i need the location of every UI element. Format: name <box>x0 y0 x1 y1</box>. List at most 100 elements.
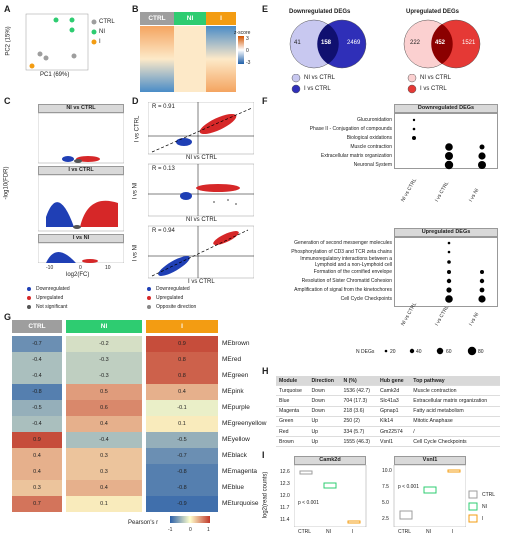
table-header: Direction <box>308 376 341 387</box>
pearson-title: Pearson's r <box>128 520 159 526</box>
module-cell: -0.8 <box>12 384 62 400</box>
pca-ylabel: PC2 (15%) <box>5 26 12 56</box>
module-cell: -0.9 <box>146 496 218 512</box>
enrichment-term: Muscle contraction <box>350 144 392 150</box>
module-cell: -0.4 <box>12 352 62 368</box>
heatmap-grid <box>140 26 236 92</box>
table-cell: Up <box>308 416 341 427</box>
table-cell: 218 (3.6) <box>340 406 377 417</box>
panel-label-g: G <box>4 312 12 322</box>
volcano-legend-dots <box>27 287 31 309</box>
table-cell: Mitotic Anaphase <box>410 416 500 427</box>
module-names: MEbrown MEred MEgreen MEpink MEpurple MEgreen… <box>222 336 272 512</box>
size-legend-title: N DEGs <box>356 349 375 355</box>
venn-up-overlap: 452 <box>435 40 446 46</box>
panel-label-f: F <box>262 96 268 106</box>
module-cell: 0.9 <box>12 432 62 448</box>
pca-point-ni <box>69 27 75 33</box>
table-cell: Blue <box>276 395 309 407</box>
volcano-strip: NI vs CTRL <box>38 104 124 113</box>
correlation-ylabel: I vs CTRL <box>134 115 141 143</box>
table-cell: Down <box>308 406 341 417</box>
enrichment-col-label: I vs CTRL <box>434 304 451 327</box>
boxplot-ytick: 5.0 <box>382 500 389 506</box>
table-cell: 250 (2) <box>340 416 377 427</box>
volcano-xtick: 10 <box>105 265 111 271</box>
table-cell: Down <box>308 385 341 397</box>
correlation-legend-down: Downregulated <box>156 286 190 292</box>
module-name: MEpurple <box>222 404 250 411</box>
pca-point-i <box>29 63 35 69</box>
table-cell: Extracellular matrix organization <box>410 395 500 407</box>
module-cell: 0.4 <box>12 448 62 464</box>
module-cell: 0.9 <box>146 336 218 352</box>
volcano-ylabel: -log10(FDR) <box>3 166 10 200</box>
module-cell: 0.4 <box>66 416 142 432</box>
module-cell: 0.5 <box>66 384 142 400</box>
pca-point-ni <box>53 17 59 23</box>
venn-up-title: Upregulated DEGs <box>406 9 460 15</box>
boxplot-p: p < 0.001 <box>398 484 419 490</box>
volcano-plots <box>38 113 124 263</box>
pca-legend-ctrl: CTRL <box>99 19 115 25</box>
enrichment-term: Immunoregulatory interactions between a <box>300 256 392 262</box>
enrichment-term: Neuronal System <box>353 162 392 168</box>
boxplot-ytick: 11.4 <box>280 517 290 523</box>
venn-down-overlap: 158 <box>321 40 332 46</box>
table-cell: 1536 (42.7) <box>340 385 377 397</box>
correlation-legend-opposite: Opposite direction <box>156 304 197 310</box>
enrichment-term: Phosphorylation of CD3 and TCR zeta chai… <box>291 249 392 255</box>
volcano-legend-down: Downregulated <box>36 286 70 292</box>
volcano-strip: I vs CTRL <box>38 166 124 175</box>
correlation-ylabel: I vs NI <box>132 182 139 200</box>
module-cell: 0.3 <box>66 464 142 480</box>
module-cell: -0.7 <box>146 448 218 464</box>
table-row: Red Up 334 (5.7) Gm22574/ <box>276 426 500 438</box>
enrichment-term: Phase II - Conjugation of compounds <box>309 126 392 132</box>
correlation-r: R = 0.13 <box>152 166 175 172</box>
table-header: Hub gene <box>377 376 411 387</box>
module-cell: 0.8 <box>146 352 218 368</box>
boxplot-xtick: CTRL <box>298 529 312 535</box>
venn-down-legend-ni: NI vs CTRL <box>304 75 336 81</box>
module-cell: -0.8 <box>146 480 218 496</box>
enrichment-term: Glucuronidation <box>356 117 392 123</box>
volcano-strip: I vs NI <box>38 234 124 243</box>
table-cell: / <box>410 426 500 438</box>
pca-point-ctrl <box>71 53 77 59</box>
pca-point-ctrl <box>43 55 49 61</box>
panel-label-e: E <box>262 4 269 14</box>
boxplot-xtick: NI <box>326 529 331 535</box>
module-name: MEblue <box>222 484 245 491</box>
module-cell: -0.4 <box>12 368 62 384</box>
correlation-ylabel: I vs NI <box>132 244 139 262</box>
table-cell: Down <box>308 395 341 407</box>
table-cell: Slc41a3 <box>377 395 411 407</box>
module-name: MEturquoise <box>222 500 259 507</box>
volcano-xtick: 0 <box>79 265 82 271</box>
table-cell: Gpnap1 <box>377 406 411 417</box>
pearson-tick: 0 <box>189 527 192 533</box>
boxplot-legend-boxes <box>468 490 478 523</box>
table-cell: Fatty acid metabolism <box>410 406 500 417</box>
volcano-xtick: -10 <box>46 265 54 271</box>
enrichment-down-box <box>394 113 498 169</box>
volcano-legend-ns: Not significant <box>36 304 68 310</box>
enrichment-up-strip: Upregulated DEGs <box>394 228 498 237</box>
venn-diagrams <box>289 19 481 69</box>
pearson-tick: 1 <box>207 527 210 533</box>
size-legend-dots <box>384 346 477 356</box>
table-cell: 704 (17.3) <box>340 395 377 407</box>
correlation-r: R = 0.91 <box>152 104 175 110</box>
boxplot-strip: Camk2d <box>294 456 366 465</box>
module-name: MEgreen <box>222 372 249 379</box>
table-cell: Camk2d <box>377 385 411 397</box>
module-header-ctrl: CTRL <box>12 320 62 333</box>
boxplot-ytick: 11.7 <box>280 505 290 511</box>
table-row: Green Up 250 (2) Klk14 Mitotic Anaphase <box>276 416 500 427</box>
module-cell: -0.8 <box>146 464 218 480</box>
venn-up-right: 1521 <box>462 40 476 46</box>
heatmap-header-ni: NI <box>174 12 206 25</box>
module-cell: 0.6 <box>66 400 142 416</box>
venn-down-right: 2469 <box>347 40 361 46</box>
